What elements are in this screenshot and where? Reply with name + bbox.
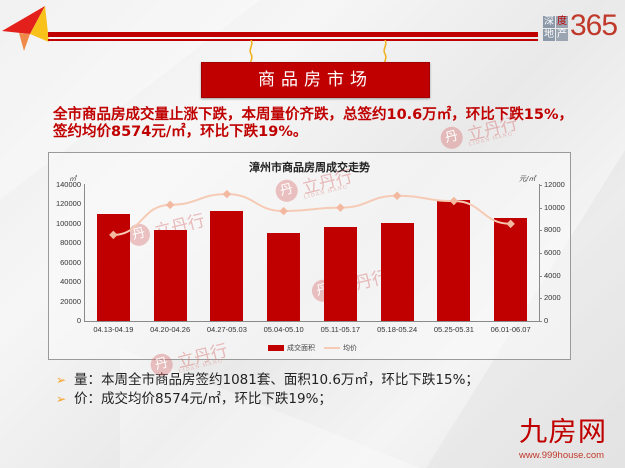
x-axis-line bbox=[84, 321, 540, 322]
right-axis-tick-mark bbox=[539, 253, 542, 254]
bullet-item-price: ➢ 价：成交均价8574元/㎡，环比下跌19%； bbox=[56, 390, 479, 409]
right-axis-tick: 8000 bbox=[544, 225, 561, 235]
right-axis-tick: 6000 bbox=[544, 248, 561, 257]
footer-url: www.999house.com bbox=[519, 450, 605, 461]
bar-04.27-05.03[interactable] bbox=[210, 210, 244, 321]
price-marker[interactable] bbox=[165, 200, 175, 210]
arrow-bullet-icon: ➢ bbox=[56, 392, 67, 406]
brand-logo: 深 度 地 产 365 bbox=[543, 9, 623, 43]
left-axis-tick: 40000 bbox=[60, 277, 81, 287]
right-axis-tick-mark bbox=[539, 185, 542, 186]
brand-square: 度 bbox=[556, 16, 568, 28]
price-marker[interactable] bbox=[222, 189, 232, 199]
legend-line-swatch bbox=[324, 347, 340, 349]
right-axis-unit: 元/㎡ bbox=[519, 175, 536, 183]
right-axis-tick: 12000 bbox=[544, 180, 565, 189]
left-axis-unit: ㎡ bbox=[69, 175, 76, 183]
x-axis-label: 04.27-05.03 bbox=[206, 325, 247, 334]
bar-04.20-04.26[interactable] bbox=[153, 229, 187, 321]
brand-square: 地 bbox=[543, 29, 555, 41]
right-axis-tick-mark bbox=[539, 207, 542, 209]
left-axis-tick: 120000 bbox=[55, 199, 81, 209]
right-axis-tick-mark bbox=[539, 275, 542, 277]
bullet-item-volume: ➢ 量：本周全市商品房签约1081套、面积10.6万㎡，环比下跌15%； bbox=[56, 371, 479, 390]
bullet-list: ➢ 量：本周全市商品房签约1081套、面积10.6万㎡，环比下跌15%； ➢ 价… bbox=[56, 371, 479, 409]
bar-06.01-06.07[interactable] bbox=[494, 218, 528, 321]
legend-label-price: 均价 bbox=[343, 344, 357, 352]
bar-05.11-05.17[interactable] bbox=[323, 226, 357, 321]
left-axis-line bbox=[84, 184, 85, 322]
brand-number: 365 bbox=[570, 9, 618, 42]
left-axis-tick: 100000 bbox=[55, 218, 81, 228]
bar-04.13-04.19[interactable] bbox=[96, 214, 130, 321]
right-axis-tick-mark bbox=[539, 230, 542, 232]
price-marker[interactable] bbox=[392, 191, 402, 201]
footer-logo: 九房网 www.999house.com bbox=[519, 418, 619, 462]
price-marker[interactable] bbox=[279, 206, 288, 216]
x-axis-label: 04.20-04.26 bbox=[150, 325, 191, 334]
brand-square: 产 bbox=[556, 29, 568, 41]
header-rule bbox=[48, 32, 538, 37]
x-axis-label: 05.25-05.31 bbox=[433, 325, 474, 334]
bar-05.18-05.24[interactable] bbox=[380, 222, 414, 321]
footer-logo-text: 九房网 bbox=[519, 417, 608, 448]
left-axis-tick: 20000 bbox=[60, 296, 81, 306]
left-axis-tick: 60000 bbox=[60, 257, 81, 267]
left-axis-tick: 140000 bbox=[55, 180, 81, 189]
chart-legend: 成交面积 均价 bbox=[268, 343, 357, 353]
right-axis-tick: 10000 bbox=[544, 202, 565, 212]
arrow-bullet-icon: ➢ bbox=[56, 373, 67, 387]
price-marker[interactable] bbox=[336, 203, 345, 212]
right-axis-tick: 0 bbox=[544, 316, 549, 325]
right-axis-tick-mark bbox=[539, 298, 542, 300]
bar-05.25-05.31[interactable] bbox=[437, 199, 471, 321]
right-axis-tick: 4000 bbox=[544, 270, 561, 280]
x-axis-label: 05.04-05.10 bbox=[263, 325, 304, 334]
right-axis-tick-mark bbox=[539, 321, 542, 322]
left-axis-tick: 80000 bbox=[60, 238, 81, 248]
x-axis-label: 05.11-05.17 bbox=[320, 325, 361, 334]
legend-label-area: 成交面积 bbox=[287, 344, 315, 352]
x-axis-label: 04.13-04.19 bbox=[93, 325, 134, 334]
legend-bar-swatch bbox=[268, 345, 284, 351]
summary-text: 全市商品房成交量止涨下跌，本周量价齐跌，总签约10.6万㎡，环比下跌15%，签约… bbox=[53, 107, 573, 140]
x-axis-label: 05.18-05.24 bbox=[377, 325, 418, 334]
chart-title: 漳州市商品房周成交走势 bbox=[249, 161, 370, 174]
chart-container: 漳州市商品房周成交走势 丹 立丹行 LIDAN HANG 丹 立丹行 丹 立丹行… bbox=[48, 152, 571, 360]
bullet-text: 量：本周全市商品房签约1081套、面积10.6万㎡，环比下跌15%； bbox=[74, 372, 479, 388]
left-axis-tick: 0 bbox=[76, 316, 81, 325]
brand-square: 深 bbox=[543, 16, 555, 28]
paper-plane-icon bbox=[2, 6, 49, 51]
right-axis-tick: 2000 bbox=[544, 293, 561, 303]
right-axis-line bbox=[539, 184, 540, 322]
x-axis-label: 06.01-06.07 bbox=[490, 325, 531, 334]
bar-05.04-05.10[interactable] bbox=[267, 232, 301, 321]
bullet-text: 价：成交均价8574元/㎡，环比下跌19%； bbox=[74, 391, 332, 407]
section-banner: 商品房市场 bbox=[201, 62, 430, 98]
watermark-logo-icon: 丹 bbox=[273, 176, 300, 204]
header-rule-thin bbox=[48, 39, 538, 41]
